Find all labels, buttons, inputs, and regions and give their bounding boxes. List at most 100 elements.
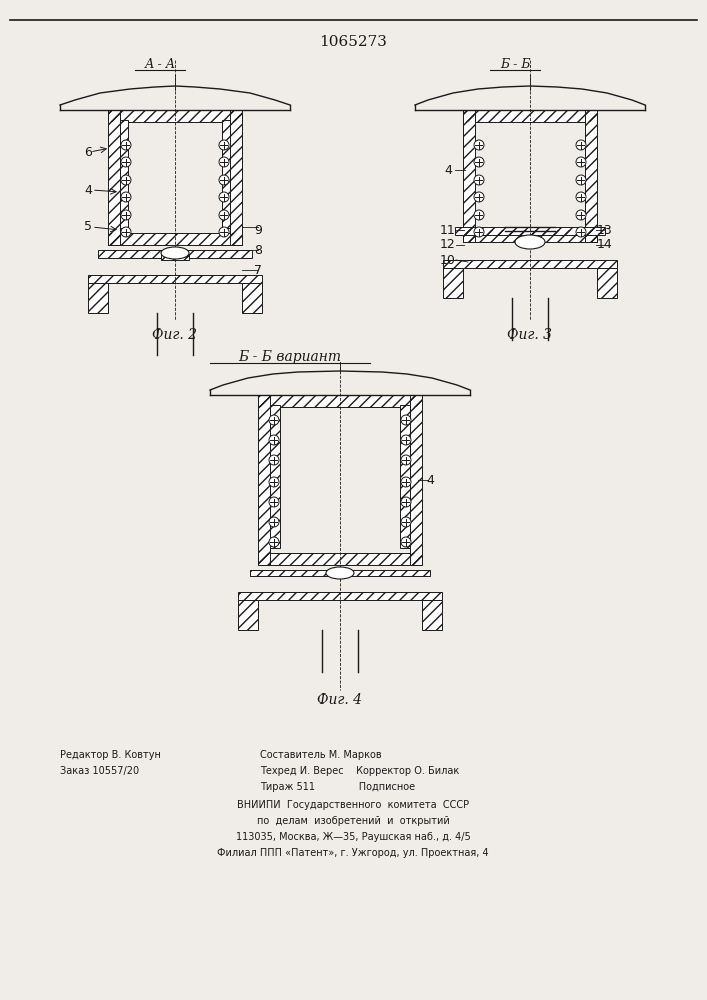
Bar — [161, 254, 189, 260]
Circle shape — [474, 210, 484, 220]
Bar — [410, 395, 422, 565]
Bar — [585, 110, 597, 242]
Bar — [400, 405, 410, 548]
Text: 7: 7 — [254, 263, 262, 276]
Bar — [258, 553, 422, 565]
Bar — [585, 110, 597, 242]
Bar — [120, 120, 128, 228]
Text: 6: 6 — [84, 145, 92, 158]
Bar — [443, 260, 617, 268]
Circle shape — [474, 157, 484, 167]
Circle shape — [474, 175, 484, 185]
Bar — [463, 110, 597, 122]
Bar — [98, 250, 252, 258]
Text: 8: 8 — [254, 243, 262, 256]
Text: Фиг. 2: Фиг. 2 — [153, 328, 197, 342]
Circle shape — [576, 210, 586, 220]
Text: Составитель М. Марков: Составитель М. Марков — [260, 750, 382, 760]
Bar — [258, 395, 270, 565]
Bar — [597, 268, 617, 298]
Bar — [258, 553, 422, 565]
Bar — [422, 600, 442, 630]
Text: Фиг. 4: Фиг. 4 — [317, 693, 363, 707]
Circle shape — [576, 175, 586, 185]
Circle shape — [219, 210, 229, 220]
Bar — [443, 268, 463, 298]
Bar — [88, 283, 108, 313]
Bar — [238, 592, 442, 600]
Bar — [463, 110, 475, 242]
Bar — [463, 110, 597, 122]
Text: 10: 10 — [440, 253, 456, 266]
Circle shape — [269, 497, 279, 507]
Bar — [230, 110, 242, 245]
Text: 14: 14 — [597, 238, 613, 251]
Text: ВНИИПИ  Государственного  комитета  СССР: ВНИИПИ Государственного комитета СССР — [237, 800, 469, 810]
Text: 4: 4 — [426, 474, 434, 487]
Circle shape — [121, 175, 131, 185]
Text: 13: 13 — [597, 224, 613, 236]
Bar — [242, 283, 262, 313]
Circle shape — [401, 537, 411, 547]
Bar — [455, 227, 605, 235]
Bar — [108, 110, 242, 122]
Bar — [222, 120, 230, 228]
Circle shape — [401, 517, 411, 527]
Circle shape — [474, 140, 484, 150]
Text: 12: 12 — [440, 238, 456, 251]
Bar — [242, 283, 262, 313]
Bar — [238, 600, 258, 630]
Text: 4: 4 — [444, 163, 452, 176]
Circle shape — [576, 227, 586, 237]
Circle shape — [401, 415, 411, 425]
Bar — [258, 395, 270, 565]
Bar — [238, 600, 258, 630]
Circle shape — [474, 192, 484, 202]
Bar — [108, 110, 120, 245]
Circle shape — [401, 455, 411, 465]
Circle shape — [121, 140, 131, 150]
Ellipse shape — [161, 247, 189, 259]
Circle shape — [219, 175, 229, 185]
Bar — [443, 260, 617, 268]
Circle shape — [576, 157, 586, 167]
Circle shape — [401, 435, 411, 445]
Circle shape — [269, 477, 279, 487]
Bar — [88, 275, 262, 283]
Text: Фиг. 3: Фиг. 3 — [508, 328, 552, 342]
Circle shape — [269, 455, 279, 465]
Bar — [410, 395, 422, 565]
Text: А - А: А - А — [144, 58, 175, 72]
Bar — [108, 233, 242, 245]
Text: Редактор В. Ковтун: Редактор В. Ковтун — [60, 750, 161, 760]
Circle shape — [219, 157, 229, 167]
Text: Техред И. Верес    Корректор О. Билак: Техред И. Верес Корректор О. Билак — [260, 766, 460, 776]
Bar — [400, 405, 410, 548]
Ellipse shape — [326, 567, 354, 579]
Bar — [98, 250, 252, 258]
Circle shape — [121, 227, 131, 237]
Text: Б - Б вариант: Б - Б вариант — [238, 350, 341, 364]
Bar — [230, 110, 242, 245]
Bar — [108, 233, 242, 245]
Circle shape — [219, 192, 229, 202]
Bar — [88, 283, 108, 313]
Bar — [597, 268, 617, 298]
Bar — [463, 110, 475, 242]
Bar — [270, 405, 280, 548]
Circle shape — [576, 192, 586, 202]
Bar — [270, 405, 280, 548]
Circle shape — [401, 477, 411, 487]
Text: Филиал ППП «Патент», г. Ужгород, ул. Проектная, 4: Филиал ППП «Патент», г. Ужгород, ул. Про… — [217, 848, 489, 858]
Text: 113035, Москва, Ж—35, Раушская наб., д. 4/5: 113035, Москва, Ж—35, Раушская наб., д. … — [235, 832, 470, 842]
Ellipse shape — [515, 235, 545, 249]
Bar — [120, 120, 128, 228]
Bar — [108, 110, 242, 122]
Text: 11: 11 — [440, 224, 456, 236]
Circle shape — [269, 415, 279, 425]
Circle shape — [269, 517, 279, 527]
Text: Тираж 511              Подписное: Тираж 511 Подписное — [260, 782, 415, 792]
Bar — [258, 395, 422, 407]
Text: по  делам  изобретений  и  открытий: по делам изобретений и открытий — [257, 816, 450, 826]
Text: 4: 4 — [84, 184, 92, 196]
